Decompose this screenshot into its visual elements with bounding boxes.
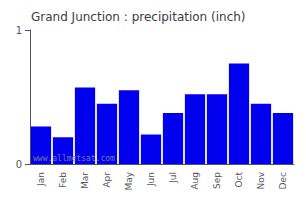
svg-text:May: May (124, 171, 134, 190)
svg-text:Feb: Feb (58, 172, 68, 188)
svg-text:www.allmetsat.com: www.allmetsat.com (33, 154, 115, 163)
svg-text:Dec: Dec (278, 172, 288, 189)
svg-text:Nov: Nov (256, 171, 266, 189)
svg-text:Apr: Apr (102, 172, 112, 188)
svg-text:Grand Junction : precipitation: Grand Junction : precipitation (inch) (31, 10, 246, 24)
svg-text:Aug: Aug (190, 172, 200, 190)
svg-text:Sep: Sep (212, 172, 222, 189)
svg-text:Oct: Oct (234, 172, 244, 188)
svg-text:1: 1 (16, 25, 22, 36)
svg-text:Jan: Jan (36, 172, 46, 187)
svg-text:Mar: Mar (80, 172, 90, 189)
svg-text:Jun: Jun (146, 172, 156, 187)
svg-text:0: 0 (16, 159, 22, 170)
svg-text:Jul: Jul (168, 172, 178, 184)
